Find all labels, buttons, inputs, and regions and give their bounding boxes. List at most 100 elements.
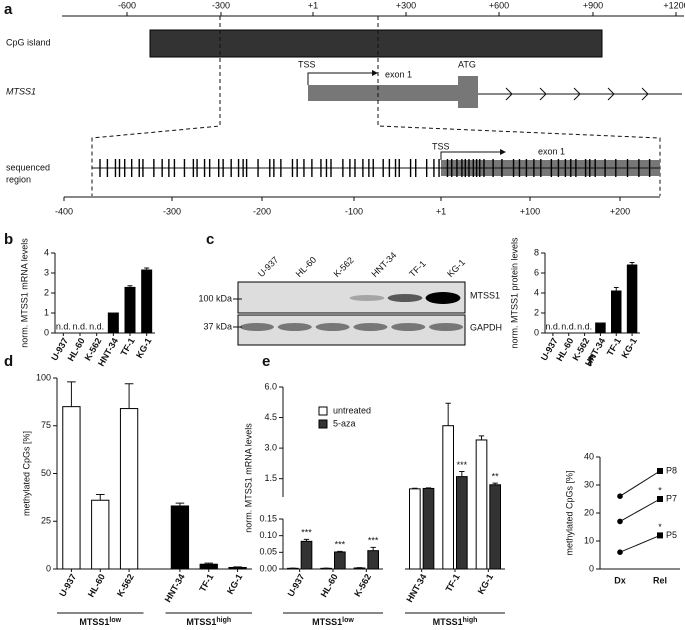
series-line: [619, 534, 661, 553]
group-name: MTSS1: [79, 617, 109, 627]
y-tick-label: 2: [44, 287, 49, 297]
point: [657, 496, 663, 502]
bar: [626, 264, 638, 334]
y-axis-label: methylated CpGs [%]: [564, 470, 574, 555]
row-label: MTSS1: [6, 86, 36, 96]
group-label: MTSS1high: [186, 617, 231, 628]
arrow-head: [372, 70, 378, 76]
y-tick-label: 0.15: [259, 513, 277, 523]
arrow-head: [500, 149, 506, 155]
gapdh-band: [239, 323, 274, 331]
y-tick-label: 1.5: [264, 473, 277, 483]
bottom-tick-label: -300: [163, 206, 181, 216]
value-label: n.d.: [89, 321, 104, 331]
error-bar: [478, 435, 485, 440]
top-tick-label: +300: [396, 0, 416, 10]
tss-arrow: [440, 151, 500, 160]
bar: [199, 563, 218, 570]
tss-arrow: [307, 72, 372, 85]
series-label: P7: [666, 493, 677, 503]
bar: [62, 406, 81, 570]
feature-label: exon 1: [385, 69, 412, 79]
top-tick-label: +1200: [663, 0, 685, 10]
value-label: n.d.: [56, 321, 71, 331]
bottom-tick-label: +100: [520, 206, 540, 216]
y-tick-label: 4: [534, 287, 539, 297]
bar: [595, 322, 606, 334]
exon: [308, 85, 458, 101]
blot-bottom: [237, 314, 466, 346]
y-axis-label: methylated CpGs [%]: [21, 431, 31, 516]
gapdh-band: [391, 323, 426, 331]
cpg-island: [149, 29, 603, 58]
protein-label: MTSS1: [470, 290, 500, 300]
y-tick-label: 2: [534, 307, 539, 317]
panel-label: f: [588, 353, 594, 370]
value-label: n.d.: [577, 321, 592, 331]
error-bar: [124, 383, 134, 409]
intron-chevron: [573, 87, 581, 101]
error-bar: [370, 546, 376, 551]
y-tick-label: 0: [46, 563, 51, 573]
error-bar: [425, 487, 432, 489]
y-tick-label: 0: [534, 327, 539, 337]
panel-label: b: [4, 231, 13, 248]
panel-label: a: [4, 1, 13, 18]
y-tick-label: 6: [534, 267, 539, 277]
y-tick-label: 30: [584, 479, 594, 489]
error-bar: [204, 562, 214, 565]
panel-label: c: [206, 231, 214, 248]
bar: [124, 286, 136, 334]
marker-label: 37 kDa: [203, 321, 232, 331]
row-label: CpG island: [6, 37, 51, 47]
error-bar: [629, 262, 635, 265]
region-label: region: [6, 174, 31, 184]
series-label: P8: [666, 465, 677, 475]
intron-chevron: [539, 87, 547, 101]
panel-label: e: [262, 353, 270, 370]
bar: [334, 551, 346, 570]
group-superscript: high: [463, 617, 478, 624]
error-bar: [95, 494, 105, 501]
group-label: MTSS1high: [433, 617, 478, 628]
bar: [611, 290, 622, 334]
top-tick-label: -300: [212, 0, 230, 10]
region-label: sequenced: [6, 162, 50, 172]
error-bar: [445, 402, 451, 426]
point: [617, 549, 623, 555]
intron-chevron: [505, 87, 513, 101]
top-tick-label: +1: [308, 0, 318, 10]
intron-chevron: [641, 87, 649, 101]
bar: [300, 540, 313, 570]
y-tick-label: 100: [36, 372, 51, 382]
y-tick-label: 25: [41, 516, 51, 526]
bar: [456, 476, 468, 570]
series-label: P5: [666, 530, 677, 540]
value-label: n.d.: [545, 321, 560, 331]
point: [657, 468, 663, 474]
bar: [422, 487, 435, 570]
gapdh-band: [277, 323, 312, 331]
y-tick-label: 0.05: [259, 547, 277, 557]
point: [617, 493, 623, 500]
y-tick-label: 3.0: [264, 442, 277, 452]
y-tick-label: 0.10: [259, 530, 277, 540]
error-bar: [492, 482, 498, 485]
bar: [107, 312, 119, 334]
y-tick-label: 40: [584, 451, 594, 461]
y-tick-label: 10: [584, 535, 594, 545]
group-name: MTSS1: [433, 617, 463, 627]
mtss1-band: [425, 292, 461, 304]
mtss1-band: [349, 295, 385, 301]
feature-label: ATG: [458, 59, 476, 69]
y-tick-label: 0: [589, 563, 594, 573]
y-tick-label: 6.0: [264, 381, 277, 391]
bottom-tick-label: -200: [253, 206, 271, 216]
y-tick-label: 75: [41, 420, 51, 430]
legend-label: untreated: [333, 405, 371, 415]
gapdh-band: [315, 323, 350, 331]
bar: [475, 439, 488, 570]
y-tick-label: 1: [44, 307, 49, 317]
error-bar: [67, 381, 76, 407]
